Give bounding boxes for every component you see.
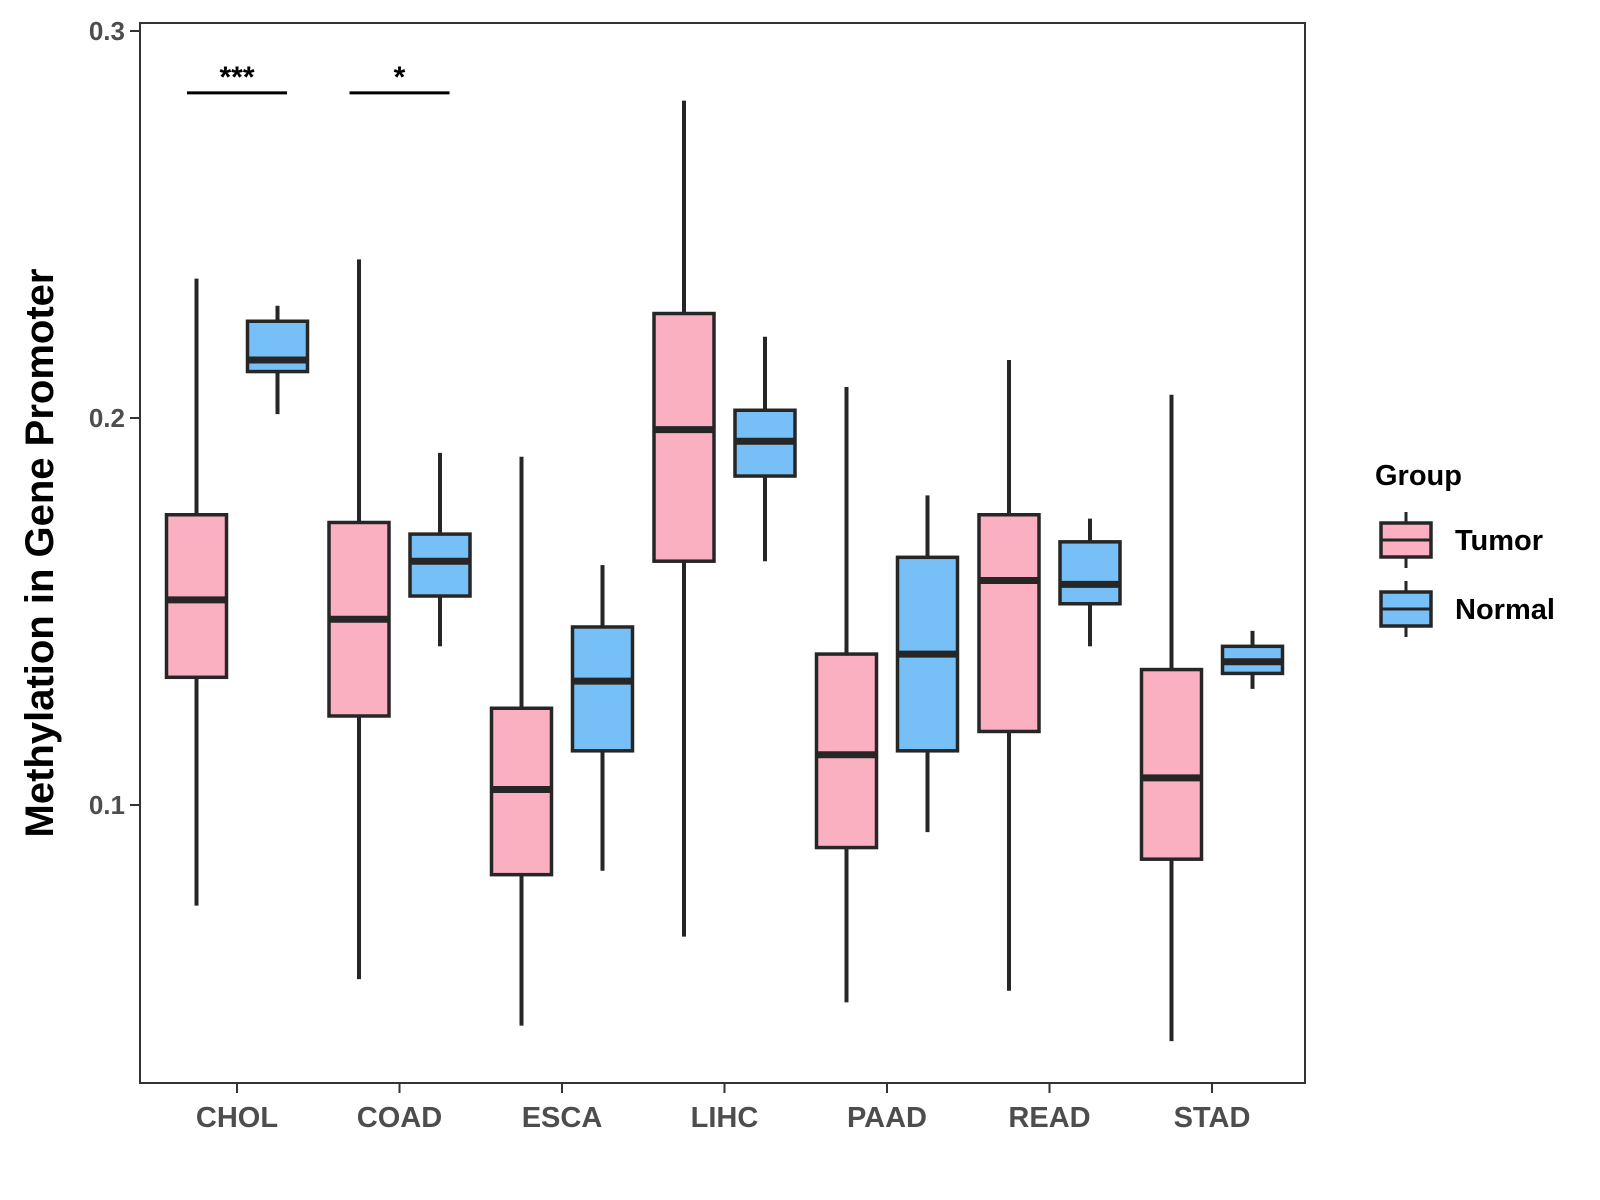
box-body — [408, 532, 472, 598]
chart-marks: *** * — [164, 61, 1285, 1042]
box-body — [570, 625, 635, 753]
box-normal-paad — [895, 495, 960, 833]
box-normal-esca — [570, 565, 635, 871]
plot-panel — [139, 22, 1306, 1084]
y-axis: 0.1 0.2 0.3 — [89, 16, 140, 820]
significance-coad: * — [349, 61, 450, 95]
box-normal-stad — [1220, 630, 1285, 689]
x-tick-label: PAAD — [847, 1102, 927, 1134]
legend-key-tumor — [1379, 512, 1433, 568]
significance-label: *** — [219, 61, 254, 94]
x-tick-label: COAD — [357, 1102, 442, 1134]
box-body — [1139, 667, 1204, 861]
box-tumor-coad — [327, 259, 391, 980]
box-tumor-esca — [489, 456, 554, 1026]
box-tumor-paad — [814, 387, 879, 1003]
box-body — [652, 311, 716, 563]
box-body — [245, 319, 310, 374]
x-tick-label: READ — [1008, 1102, 1090, 1134]
significance-label: * — [394, 61, 406, 94]
legend-title: Group — [1375, 460, 1462, 492]
box-normal-coad — [408, 452, 472, 647]
legend-label-normal: Normal — [1455, 594, 1555, 626]
box-body — [977, 513, 1041, 734]
x-tick-label: STAD — [1174, 1102, 1251, 1134]
box-body — [164, 513, 229, 680]
box-normal-chol — [245, 305, 310, 415]
x-tick-label: ESCA — [522, 1102, 603, 1134]
box-body — [814, 652, 879, 850]
legend-key-normal — [1379, 581, 1433, 637]
significance-chol: *** — [187, 61, 287, 95]
box-tumor-read — [977, 359, 1041, 991]
box-body — [1058, 540, 1122, 606]
legend-label-tumor: Tumor — [1455, 525, 1543, 557]
box-tumor-stad — [1139, 394, 1204, 1042]
y-tick-label: 0.2 — [89, 403, 125, 433]
box-normal-read — [1058, 518, 1122, 647]
box-tumor-chol — [164, 278, 229, 906]
y-tick-label: 0.1 — [89, 790, 125, 820]
x-tick-label: LIHC — [691, 1102, 759, 1134]
box-tumor-lihc — [652, 100, 716, 937]
box-normal-lihc — [733, 336, 797, 562]
x-axis: CHOL COAD ESCA LIHC PAAD READ STAD — [196, 1083, 1250, 1134]
legend: Group Tumor Normal — [1375, 460, 1555, 637]
x-tick-label: CHOL — [196, 1102, 278, 1134]
y-tick-label: 0.3 — [89, 16, 125, 46]
y-axis-title: Methylation in Gene Promoter — [18, 269, 62, 838]
